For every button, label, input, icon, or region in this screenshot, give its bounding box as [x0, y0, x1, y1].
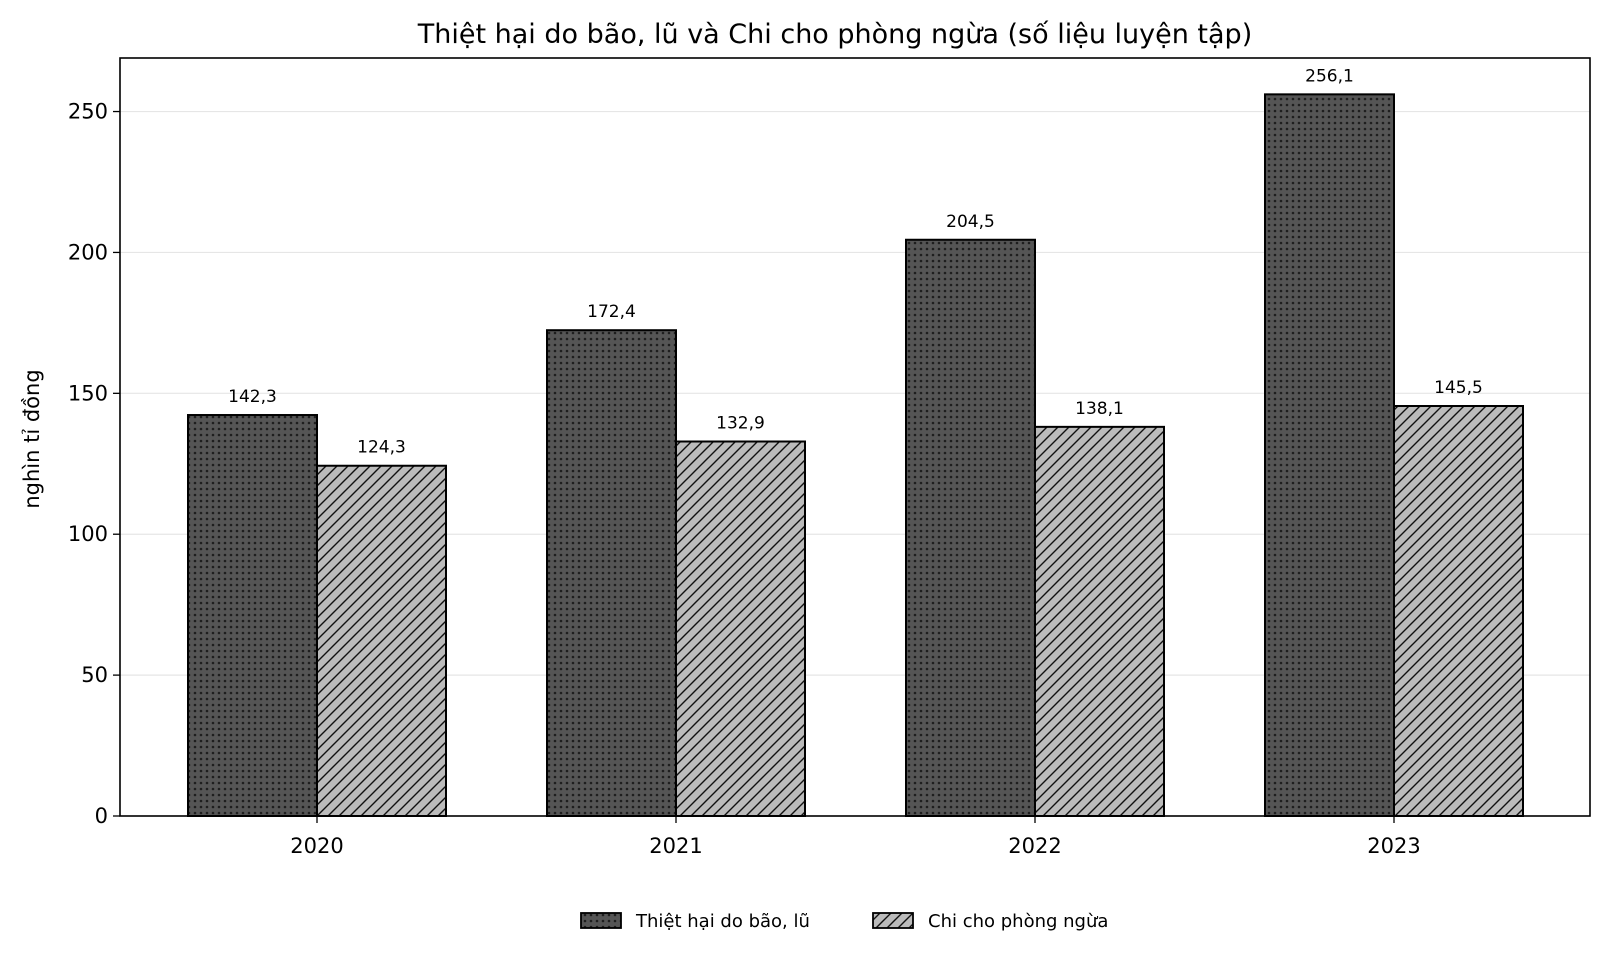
bar-diagonal-hatch-2023	[1393, 405, 1524, 817]
bar-diagonal-hatch-2020	[316, 464, 447, 817]
x-tick-label: 2020	[290, 834, 343, 858]
plot-frame	[119, 57, 1591, 817]
bars	[187, 93, 1524, 818]
data-label: 142,3	[228, 387, 277, 407]
bar-dots-2020	[187, 414, 318, 817]
y-tick-label: 50	[81, 663, 108, 687]
y-tick-label: 200	[68, 240, 108, 264]
data-label: 256,1	[1305, 66, 1354, 86]
data-label: 138,1	[1075, 399, 1124, 419]
data-label: 172,4	[587, 302, 636, 322]
bar-dots-2021	[546, 329, 677, 817]
y-tick-label: 250	[68, 100, 108, 124]
data-labels: 142,3 124,3 172,4 132,9 204,5 138,1 256,1 145,5	[228, 66, 1483, 457]
legend-label: Thiệt hại do bão, lũ	[635, 911, 810, 932]
bar-dots-2022	[905, 238, 1036, 818]
bar-diagonal-hatch-2022	[1034, 425, 1165, 817]
axes: 0 50 100 150 200 250 2020 2021 2022 2023	[68, 57, 1591, 858]
x-tick-label: 2021	[649, 834, 702, 858]
bar-dots-2023	[1264, 93, 1395, 818]
data-label: 124,3	[357, 438, 406, 458]
legend-label: Chi cho phòng ngừa	[928, 911, 1108, 932]
x-tick-label: 2022	[1008, 834, 1061, 858]
x-tick-label: 2023	[1367, 834, 1420, 858]
legend-swatch-dots	[580, 912, 622, 929]
chart-title: Thiệt hại do bão, lũ và Chi cho phòng ng…	[417, 19, 1252, 50]
y-axis-label: nghìn tỉ đồng	[20, 369, 44, 508]
legend-swatch-diagonal-hatch	[872, 912, 914, 929]
y-tick-label: 100	[68, 522, 108, 546]
data-label: 204,5	[946, 212, 995, 232]
legend[interactable]: Thiệt hại do bão, lũ Chi cho phòng ngừa	[580, 911, 1108, 932]
bar-diagonal-hatch-2021	[675, 440, 806, 817]
data-label: 145,5	[1434, 378, 1483, 398]
data-label: 132,9	[716, 414, 765, 434]
y-tick-label: 0	[95, 804, 108, 828]
y-tick-label: 150	[68, 381, 108, 405]
